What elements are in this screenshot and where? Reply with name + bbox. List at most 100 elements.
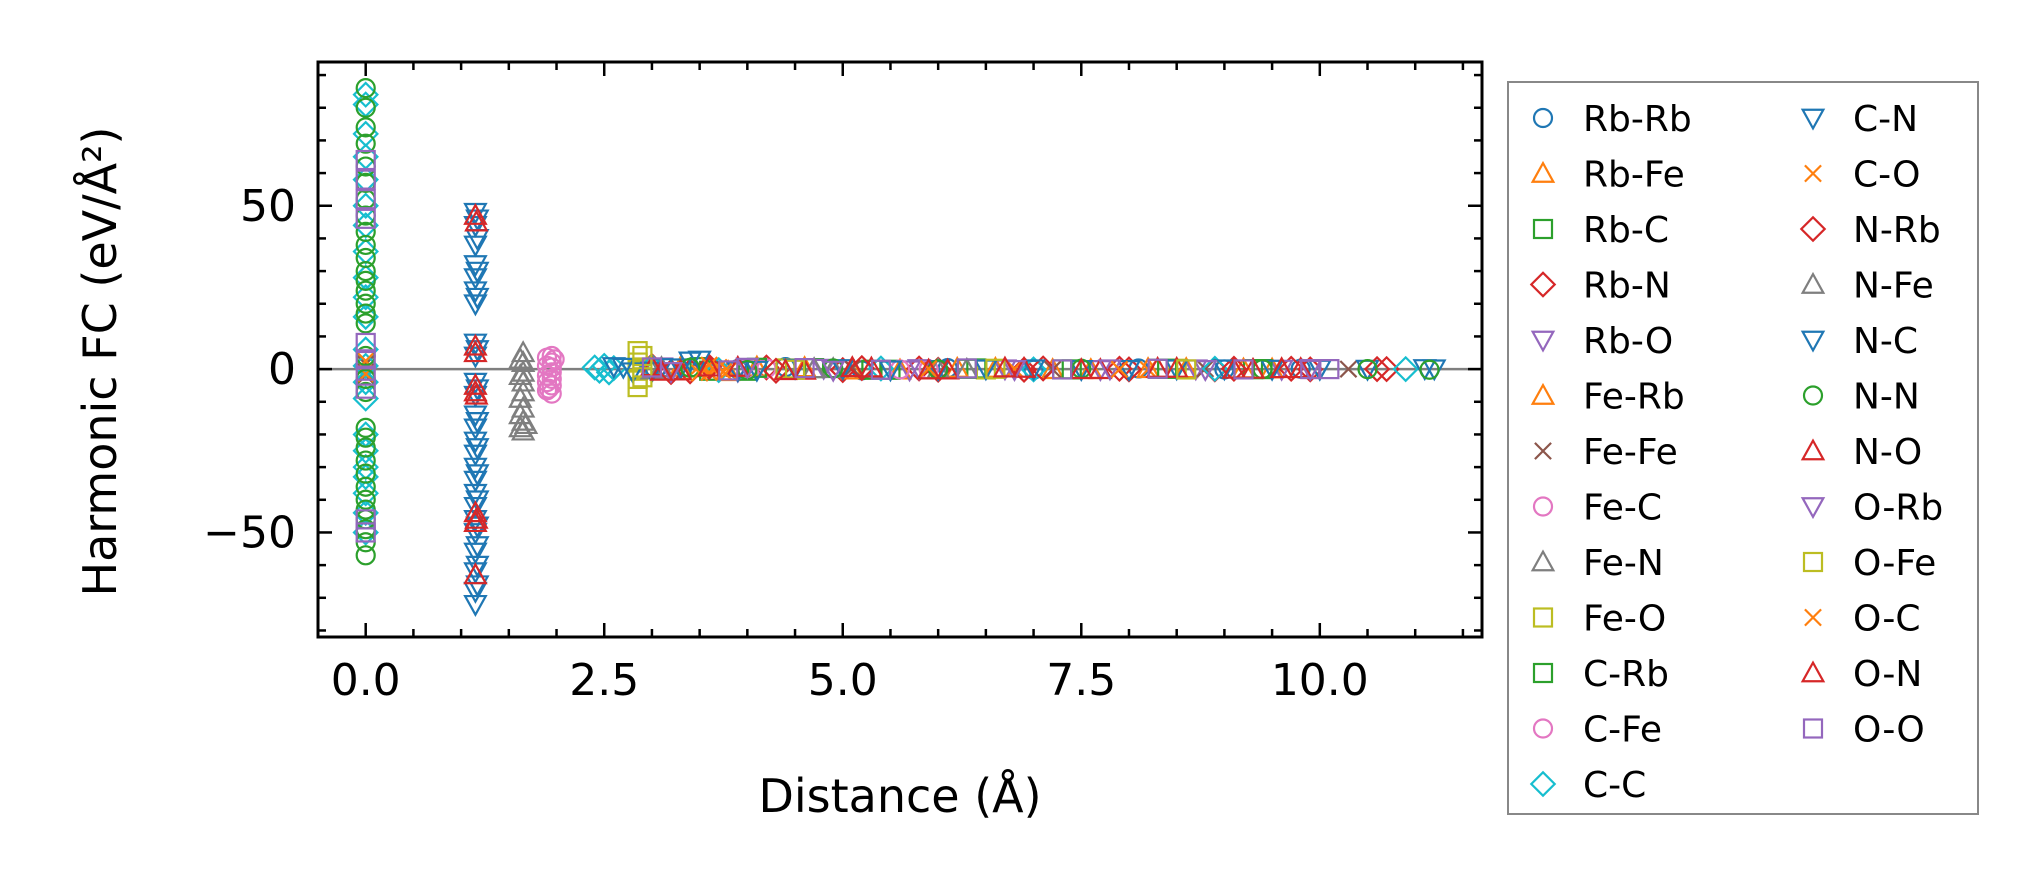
legend-marker: [1804, 164, 1822, 183]
data-point: [463, 372, 488, 395]
data-point: [463, 346, 488, 369]
data-point: [1277, 355, 1305, 383]
data-point: [463, 215, 488, 238]
legend-entry: O-O: [1802, 710, 1925, 751]
legend-marker: [1532, 662, 1554, 684]
data-point: [355, 450, 376, 471]
data-point: [1193, 360, 1218, 383]
data-point: [843, 359, 862, 378]
legend-label: C-Rb: [1583, 654, 1669, 695]
legend-label: Fe-Rb: [1583, 377, 1685, 418]
data-point: [355, 97, 376, 118]
legend-entry: Rb-C: [1532, 210, 1669, 251]
data-point: [355, 221, 376, 242]
legend-entry: C-N: [1800, 99, 1918, 140]
legend-entry: Fe-Fe: [1534, 432, 1678, 473]
legend-entry: N-N: [1802, 377, 1920, 418]
legend-marker: [1532, 607, 1554, 628]
data-point: [355, 427, 376, 448]
data-point: [848, 354, 876, 382]
data-point: [820, 360, 846, 383]
data-point: [508, 415, 533, 438]
legend-label: C-Fe: [1583, 710, 1662, 751]
data-point: [840, 355, 865, 378]
legend-marker: [1802, 551, 1824, 573]
legend-entry: N-C: [1800, 321, 1918, 362]
data-point: [696, 354, 722, 377]
data-point: [541, 383, 562, 404]
data-point: [735, 357, 760, 380]
tick-labels: 0.0 2.5 5.0 7.5 10.0 −50 0 50: [203, 181, 1369, 706]
legend-entry: O-Fe: [1802, 543, 1936, 584]
legend-entry: N-Rb: [1799, 210, 1941, 251]
data-point: [541, 375, 562, 396]
data-point: [355, 437, 376, 458]
data-point: [536, 355, 558, 376]
data-point: [1220, 355, 1248, 383]
data-point: [541, 362, 562, 383]
data-point: [870, 359, 892, 380]
data-point: [352, 368, 379, 396]
legend-marker: [1529, 271, 1557, 298]
legend-marker: [1800, 660, 1826, 683]
data-points: [352, 78, 1447, 617]
data-point: [465, 438, 490, 461]
legend-entry: Fe-O: [1532, 599, 1666, 640]
legend-marker: [1530, 382, 1556, 405]
legend-label: Fe-O: [1583, 599, 1666, 640]
data-point: [355, 280, 376, 301]
legend-label: N-Fe: [1853, 266, 1934, 307]
data-point: [355, 378, 376, 399]
data-point: [1363, 355, 1391, 383]
data-point: [465, 287, 490, 310]
data-point: [823, 358, 844, 379]
legend-label: Rb-Rb: [1583, 99, 1692, 140]
plot-frame: [316, 60, 1484, 639]
data-point: [463, 294, 488, 317]
x-tick-label: 2.5: [569, 655, 639, 706]
data-point: [1011, 355, 1037, 378]
x-tick-label: 5.0: [808, 655, 878, 706]
data-point: [463, 268, 488, 291]
series-o-n: [464, 209, 1294, 529]
data-point: [355, 545, 376, 566]
data-point: [992, 355, 1018, 378]
legend-label: O-O: [1853, 710, 1925, 751]
data-point: [508, 385, 533, 408]
data-point: [649, 358, 674, 381]
axis-ticks: [316, 62, 1482, 637]
data-point: [355, 189, 376, 210]
data-point: [1373, 355, 1400, 383]
data-point: [1110, 360, 1129, 379]
data-point: [463, 542, 488, 565]
data-point: [355, 149, 376, 171]
legend-marker: [1800, 108, 1826, 131]
data-point: [355, 270, 376, 291]
data-point: [463, 235, 488, 258]
legend-label: N-C: [1853, 321, 1918, 362]
data-point: [463, 202, 488, 225]
data-point: [916, 357, 941, 380]
data-point: [355, 332, 376, 354]
legend-entry: Rb-Fe: [1530, 155, 1685, 196]
legend-entry: N-O: [1800, 432, 1922, 473]
legend-entry: Fe-C: [1532, 488, 1662, 529]
y-axis-title: Harmonic FC (eV/Å²): [73, 127, 127, 597]
series-o-o: [355, 149, 1340, 543]
legend-marker: [1800, 330, 1826, 353]
data-point: [508, 346, 533, 369]
data-point: [355, 349, 376, 370]
legend-entry: C-O: [1804, 155, 1920, 196]
data-point: [464, 382, 489, 405]
legend-entry: O-C: [1804, 599, 1920, 640]
legend-label: Rb-N: [1583, 266, 1671, 307]
data-point: [355, 509, 376, 530]
legend-entry: O-Rb: [1800, 488, 1943, 529]
legend-entry: Rb-N: [1529, 266, 1671, 307]
data-point: [1052, 359, 1073, 380]
data-point: [355, 293, 376, 314]
data-point: [463, 470, 488, 493]
data-point: [463, 523, 488, 546]
data-point: [541, 352, 562, 373]
data-point: [773, 358, 798, 381]
